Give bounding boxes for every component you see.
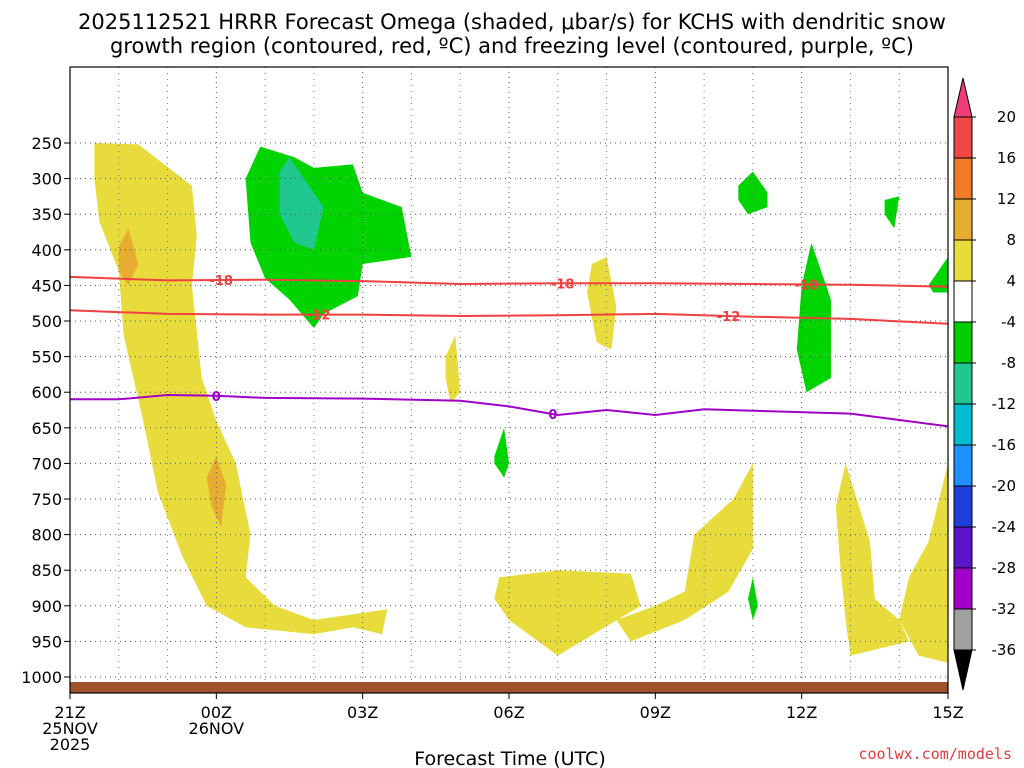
- credit-link[interactable]: coolwx.com/models: [858, 745, 1012, 763]
- grid-layer: [69, 67, 949, 693]
- contour-label: -18: [551, 277, 575, 292]
- omega-region-0-4: [616, 463, 753, 642]
- colorbar-swatch: [953, 116, 973, 159]
- contour-label: 0: [212, 390, 221, 405]
- colorbar-swatch: [953, 608, 973, 651]
- y-axis: 250 300 350 400 450 500 550 600 650 700 750 800 850 9…: [21, 134, 70, 687]
- x-tick-label: 06Z: [493, 703, 524, 722]
- y-tick-label: 650: [31, 419, 62, 438]
- omega-region-2-5: [494, 427, 509, 478]
- contour-label: -18: [795, 278, 819, 293]
- colorbar-label: -36: [992, 641, 1017, 659]
- ground-surface: [70, 682, 948, 693]
- colorbar-swatch: [953, 280, 973, 323]
- x-tick-label: 00Z: [201, 703, 232, 722]
- x-tick-label: 25NOV: [42, 719, 98, 738]
- omega-region-0-1: [494, 570, 641, 656]
- colorbar-label: -16: [992, 436, 1017, 454]
- omega-region-1-0: [118, 228, 139, 286]
- colorbar-label: -24: [992, 518, 1017, 536]
- omega-region-0-6: [899, 463, 948, 663]
- omega-region-2-4: [928, 256, 948, 293]
- x-tick-label: 12Z: [786, 703, 817, 722]
- omega-region-3-0: [279, 157, 324, 250]
- chart-title-line1: 2025112521 HRRR Forecast Omega (shaded, …: [78, 10, 946, 34]
- y-tick-label: 850: [31, 561, 62, 580]
- y-tick-label: 250: [31, 134, 62, 153]
- y-tick-label: 500: [31, 312, 62, 331]
- contour-line-2: [70, 393, 949, 428]
- x-tick-label: 09Z: [640, 703, 671, 722]
- colorbar-label: -32: [992, 600, 1017, 618]
- omega-region-0-3: [587, 256, 617, 350]
- y-tick-label: 600: [31, 383, 62, 402]
- chart-title-line2: growth region (contoured, red, ºC) and f…: [110, 34, 914, 58]
- x-tick-label: 2025: [50, 735, 91, 754]
- colorbar-label: -12: [992, 395, 1017, 413]
- colorbar-label: 16: [997, 149, 1016, 167]
- colorbar-label: -4: [1001, 313, 1016, 331]
- omega-region-2-1: [738, 171, 768, 215]
- x-tick-label: 03Z: [347, 703, 378, 722]
- y-tick-label: 950: [31, 632, 62, 651]
- omega-region-2-6: [748, 577, 758, 620]
- omega-shaded-layer: [94, 143, 948, 663]
- colorbar-swatch: [953, 157, 973, 200]
- y-tick-label: 300: [31, 170, 62, 189]
- contour-line-0: [69, 275, 949, 288]
- omega-region-2-3: [884, 196, 900, 229]
- contour-label: -12: [307, 309, 331, 324]
- y-tick-label: 350: [31, 205, 62, 224]
- omega-region-1-1: [206, 456, 227, 528]
- colorbar-swatch: [953, 321, 973, 364]
- y-tick-label: 900: [31, 597, 62, 616]
- omega-region-0-2: [445, 335, 461, 403]
- y-tick-label: 550: [31, 348, 62, 367]
- contour-layer: -18 -18 -18 -12 -12 0 0: [69, 274, 949, 428]
- y-tick-label: 450: [31, 276, 62, 295]
- colorbar-swatch: [953, 362, 973, 405]
- colorbar-top-arrow: [953, 77, 973, 118]
- colorbar-swatch: [953, 567, 973, 610]
- contour-label: -12: [717, 310, 741, 325]
- x-axis-label: Forecast Time (UTC): [414, 748, 605, 768]
- colorbar-swatch: [953, 526, 973, 569]
- y-tick-label: 750: [31, 490, 62, 509]
- contour-label: -18: [209, 274, 233, 289]
- colorbar-swatch: [953, 239, 973, 282]
- colorbar-label: 12: [997, 190, 1016, 208]
- colorbar-swatch: [953, 485, 973, 528]
- colorbar-swatch: [953, 403, 973, 446]
- x-tick-label: 26NOV: [189, 719, 245, 738]
- colorbar: 20 16 12 8 4 -4 -8 -12 -16 -20 -24 -28 -32 -36: [953, 77, 1017, 691]
- y-tick-label: 400: [31, 241, 62, 260]
- colorbar-label: 8: [1006, 231, 1016, 249]
- colorbar-swatch: [953, 444, 973, 487]
- colorbar-label: 20: [997, 108, 1016, 126]
- colorbar-swatch: [953, 198, 973, 241]
- colorbar-bottom-arrow: [953, 649, 973, 691]
- colorbar-label: -20: [992, 477, 1017, 495]
- colorbar-label: -8: [1001, 354, 1016, 372]
- y-tick-label: 700: [31, 454, 62, 473]
- contour-line-1: [69, 309, 949, 325]
- y-tick-label: 1000: [21, 668, 62, 687]
- y-tick-label: 800: [31, 526, 62, 545]
- omega-region-0-5: [835, 463, 909, 656]
- contour-label: 0: [548, 408, 557, 423]
- x-tick-label: 15Z: [932, 703, 963, 722]
- omega-region-2-0: [245, 146, 412, 329]
- colorbar-label: -28: [992, 559, 1017, 577]
- colorbar-label: 4: [1006, 272, 1016, 290]
- x-tick-label: 21Z: [54, 703, 85, 722]
